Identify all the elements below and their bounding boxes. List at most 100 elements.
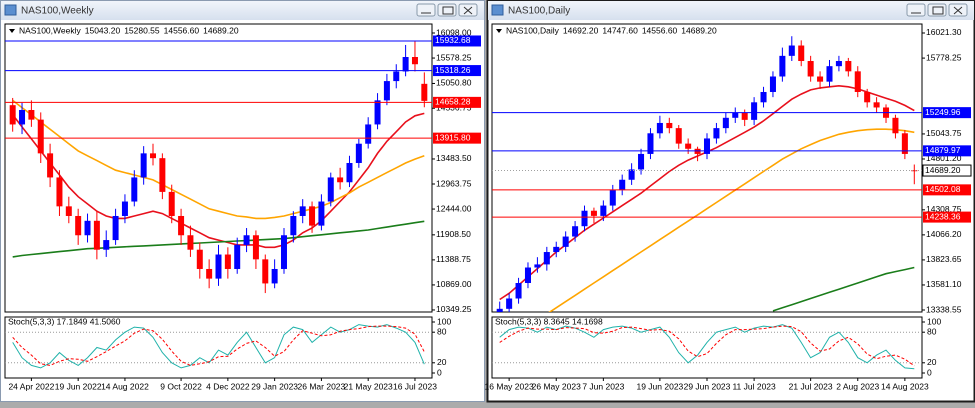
candle-body <box>206 268 213 279</box>
y-tick-label: 14066.20 <box>926 229 962 239</box>
candle-body <box>9 105 16 125</box>
x-tick-label: 26 Mar 2023 <box>298 381 346 391</box>
x-tick-label: 24 Apr 2022 <box>8 381 54 391</box>
y-tick-label: 13581.10 <box>926 279 962 289</box>
candle-body <box>28 109 35 120</box>
level-tag <box>433 132 481 144</box>
candle-body <box>383 81 390 101</box>
x-tick-label: 26 May 2023 <box>532 381 581 391</box>
x-tick-label: 29 Jan 2023 <box>251 381 298 391</box>
price-label: 14689.20 <box>925 165 961 175</box>
candle-body <box>393 71 400 82</box>
candle-body <box>187 235 194 250</box>
y-tick-label: 11908.50 <box>436 229 471 239</box>
stoch-line <box>499 325 915 367</box>
candle-body <box>37 119 44 154</box>
candle-body <box>675 128 682 144</box>
candle-body <box>609 190 616 206</box>
stoch-line <box>12 325 425 366</box>
quote-value: 14692.20 <box>563 25 599 35</box>
candle-body <box>47 153 54 178</box>
quote-value: 15043.20 <box>85 25 121 35</box>
candle-body <box>703 138 711 154</box>
level-tag <box>433 96 481 108</box>
button-glyph <box>953 6 963 15</box>
y-tick-label: 15050.80 <box>436 78 472 88</box>
candle-body <box>854 71 861 92</box>
candle-body <box>835 61 842 67</box>
x-tick-label: 14 Aug 2023 <box>881 381 929 391</box>
candle-body <box>178 215 185 236</box>
button-glyph <box>442 6 454 15</box>
quote-value: 15280.55 <box>124 25 160 35</box>
stoch-tick-label: 0 <box>437 367 442 377</box>
stoch-label: Stoch(5,3,3) 17.1849 41.5060 <box>8 316 121 326</box>
candle-body <box>732 112 739 118</box>
candle-body <box>93 220 100 250</box>
candle-body <box>694 148 701 154</box>
candle-body <box>318 201 325 226</box>
candle-body <box>656 122 663 134</box>
candle-body <box>817 76 824 82</box>
candle-body <box>215 254 222 279</box>
y-tick-label: 16021.30 <box>926 27 962 37</box>
candle-body <box>112 215 119 241</box>
window-icon <box>491 4 504 16</box>
candle-body <box>506 298 513 309</box>
candle-body <box>337 177 344 183</box>
y-tick-label: 15778.25 <box>926 52 962 62</box>
quote-value: 14689.20 <box>681 25 717 35</box>
title-bar <box>1 1 484 20</box>
level-label: 15932.68 <box>435 35 471 45</box>
window-title: NAS100,Daily <box>508 6 570 17</box>
moving-average <box>548 128 915 312</box>
x-tick-label: 2 Aug 2023 <box>836 381 879 391</box>
candle-body <box>365 124 372 144</box>
candle-body <box>619 179 626 191</box>
stoch-tick-label: 0 <box>927 367 932 377</box>
window-button[interactable] <box>906 3 926 17</box>
candle-body <box>798 45 805 62</box>
stoch-pane <box>4 316 433 379</box>
window-button[interactable] <box>416 3 436 17</box>
candle-body <box>543 252 550 265</box>
candle-body <box>769 76 776 92</box>
candle-body <box>168 191 175 216</box>
candle-body <box>196 249 203 269</box>
price-tag <box>922 164 972 177</box>
chart-window: NAS100,Weekly 16098.00 15578.25 15050.80 145… <box>0 0 485 402</box>
x-tick-label: 21 May 2023 <box>344 381 393 391</box>
x-tick-label: 29 Jun 2023 <box>684 381 731 391</box>
candle-body <box>873 102 880 108</box>
candle-body <box>562 236 569 247</box>
y-tick-label: 14801.20 <box>926 153 962 163</box>
candle-body <box>807 61 814 77</box>
candle-body <box>309 206 316 226</box>
candle-body <box>826 66 833 82</box>
candle-body <box>788 45 795 56</box>
candle-body <box>140 153 147 178</box>
quote-value: 14556.60 <box>642 25 678 35</box>
y-tick-label: 13823.65 <box>926 254 962 264</box>
candle-body <box>402 57 409 72</box>
candle-body <box>515 283 522 299</box>
level-tag <box>923 184 971 196</box>
candle-body <box>421 83 428 101</box>
candle-body <box>56 177 63 207</box>
candle-body <box>84 220 91 236</box>
candle-body <box>638 153 645 170</box>
candle-body <box>722 117 729 129</box>
candle-body <box>901 133 908 154</box>
level-tag <box>433 65 481 77</box>
stoch-tick-label: 80 <box>437 326 447 336</box>
candle-body <box>19 109 26 125</box>
candle-body <box>553 246 560 253</box>
candle-body <box>581 210 588 227</box>
candle-body <box>534 264 541 268</box>
candle-body <box>280 235 287 269</box>
candle-body <box>524 267 531 284</box>
candle-body <box>299 206 306 216</box>
window-icon <box>4 4 17 16</box>
candle-body <box>845 61 852 72</box>
